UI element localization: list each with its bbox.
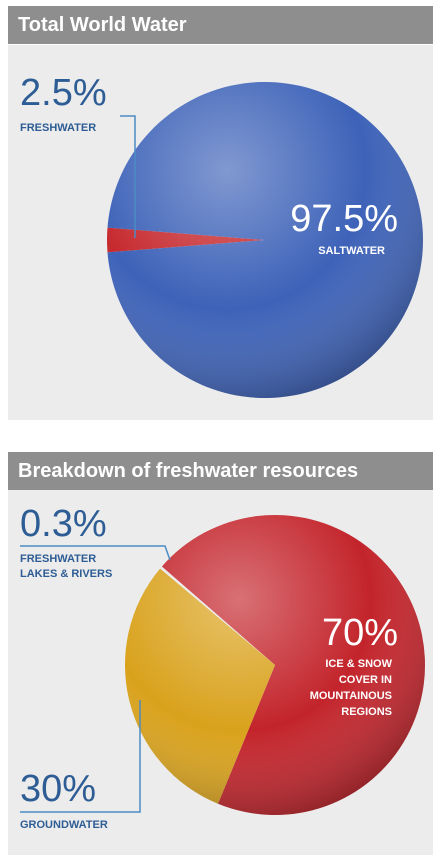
value-label: 30% bbox=[20, 768, 97, 810]
category-label: SALTWATER bbox=[318, 245, 385, 257]
connector bbox=[20, 700, 141, 813]
value-label: 70% bbox=[321, 612, 398, 654]
category-label: FRESHWATER bbox=[20, 122, 97, 134]
category-label: FRESHWATER LAKES & RIVERS bbox=[20, 553, 113, 580]
chart-title: Breakdown of freshwater resources bbox=[8, 452, 433, 490]
category-label: GROUNDWATER bbox=[20, 819, 108, 831]
value-label: 2.5% bbox=[20, 72, 107, 114]
value-label: 0.3% bbox=[20, 503, 107, 545]
connector bbox=[120, 115, 136, 238]
connector bbox=[20, 545, 171, 561]
value-label: 97.5% bbox=[290, 198, 398, 240]
category-label: ICE & SNOW COVER IN MOUNTAINOUS REGIONS bbox=[309, 658, 392, 718]
chart-title: Total World Water bbox=[8, 6, 433, 44]
